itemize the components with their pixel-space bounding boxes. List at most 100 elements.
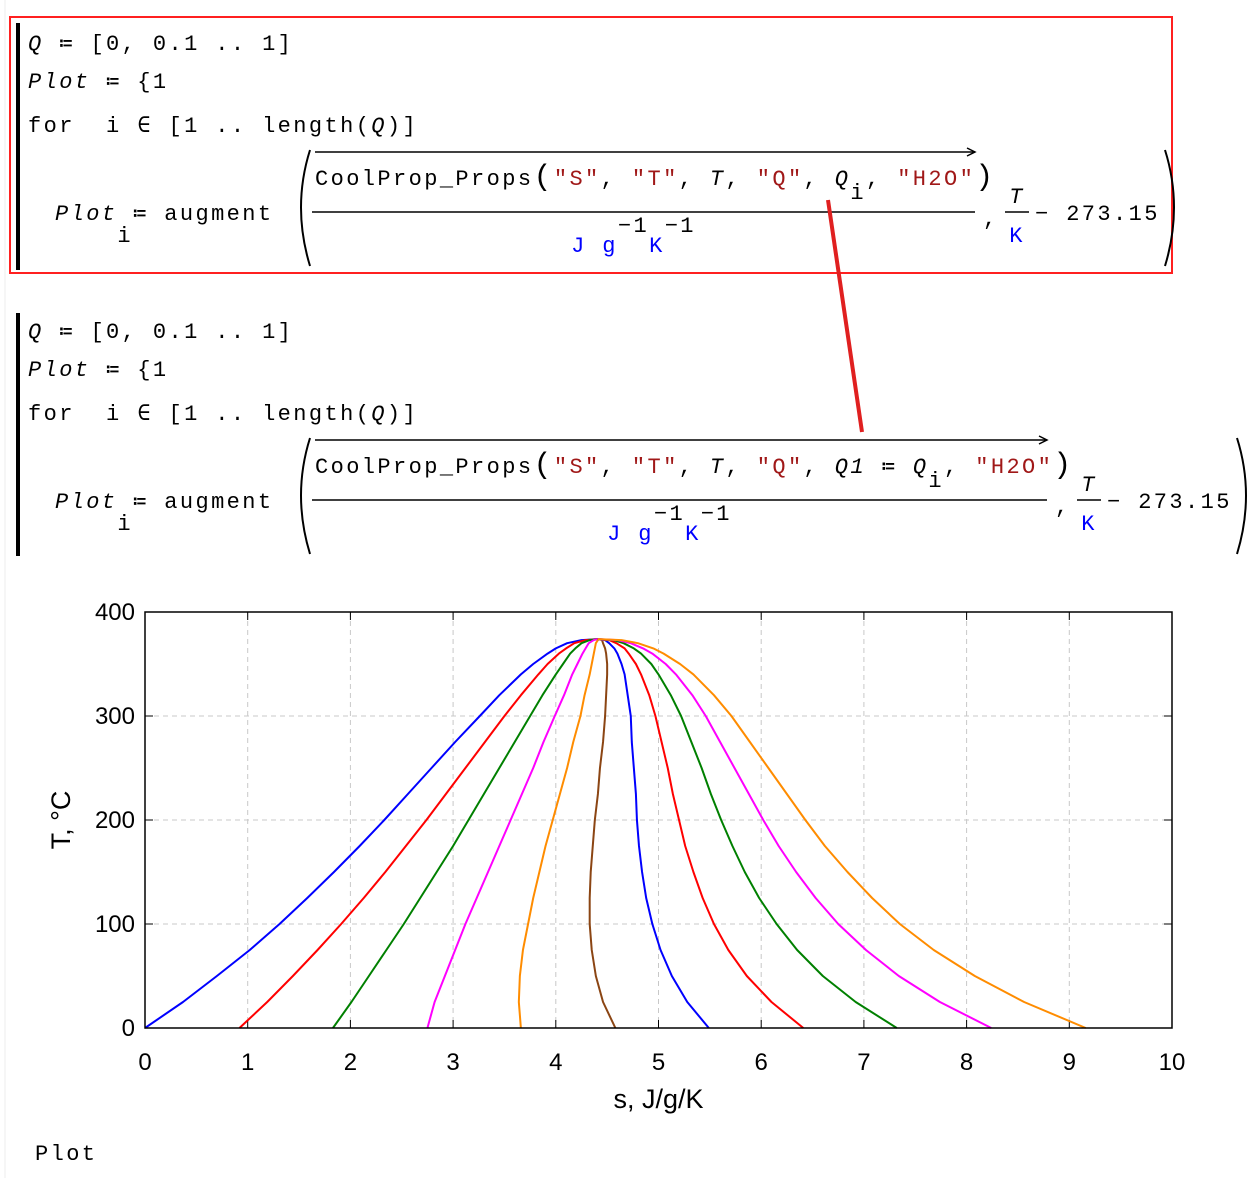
series-line <box>588 638 617 1029</box>
code-token: K <box>1009 224 1025 249</box>
code-token: − 273.15 <box>1035 202 1160 227</box>
code-token: − 273.15 <box>1107 490 1232 515</box>
code-token: i <box>117 224 133 249</box>
paren <box>1164 149 1175 267</box>
code-token: T <box>1081 473 1097 498</box>
code-token: Plot <box>55 490 117 515</box>
selection-box <box>9 16 1173 274</box>
paren <box>300 149 311 267</box>
code-token: −1 <box>654 502 685 527</box>
code-token: J g <box>607 522 654 547</box>
code-token: Plot <box>28 70 90 95</box>
code-token: T <box>710 167 726 192</box>
code-token: for i ∈ [1 .. length( <box>28 114 371 139</box>
code-token: "Q" <box>757 455 804 480</box>
code-token: , <box>726 455 757 480</box>
code-token: −1 <box>665 214 696 239</box>
paren <box>300 437 311 555</box>
series-line <box>332 638 599 1029</box>
code-token: ≔ augment <box>133 490 273 515</box>
code-token: K <box>685 522 701 547</box>
code-token: ≔ {1 <box>90 358 168 383</box>
series-line <box>144 638 598 1029</box>
x-tick-label: 2 <box>344 1049 357 1076</box>
code-token: ≔ [0, 0.1 .. 1] <box>44 32 294 57</box>
series-line <box>597 638 898 1029</box>
code-line: Plot ≔ {1 <box>28 358 168 383</box>
code-line: J g−1K−1 <box>571 214 696 259</box>
code-token: )] <box>387 114 418 139</box>
code-line: T <box>1081 473 1097 498</box>
code-token: ) <box>975 161 995 195</box>
code-line: CoolProp_Props("S", "T", T, "Q", Qi, "H2… <box>315 161 996 206</box>
code-token: , <box>679 167 710 192</box>
code-token: Q1 ≔ Q <box>835 455 929 480</box>
series-line <box>597 638 710 1029</box>
annotation-arrow <box>826 199 864 433</box>
code-line: Ploti≔ augment <box>55 490 274 537</box>
code-token: , <box>601 455 632 480</box>
x-tick-label: 6 <box>755 1049 768 1076</box>
code-token: , <box>726 167 757 192</box>
code-token: , <box>679 455 710 480</box>
x-tick-label: 4 <box>549 1049 562 1076</box>
y-tick-label: 0 <box>122 1015 135 1042</box>
code-token: J g <box>571 234 618 259</box>
y-tick-label: 400 <box>95 599 135 626</box>
x-tick-label: 5 <box>652 1049 665 1076</box>
plot-caption: Plot <box>35 1142 97 1167</box>
code-line: , <box>1055 495 1086 520</box>
code-token: Q <box>371 402 387 427</box>
x-tick-label: 9 <box>1063 1049 1076 1076</box>
x-tick-label: 3 <box>446 1049 459 1076</box>
series-line <box>597 638 804 1029</box>
code-token: Q <box>28 320 44 345</box>
code-line: for i ∈ [1 .. length(Q)] <box>28 402 418 427</box>
y-tick-label: 200 <box>95 807 135 834</box>
code-token: "H2O" <box>975 455 1053 480</box>
arrow-head <box>966 147 977 157</box>
code-token: ≔ [0, 0.1 .. 1] <box>44 320 294 345</box>
code-token: Q <box>835 167 851 192</box>
code-token: ) <box>1053 449 1073 483</box>
code-token: ≔ {1 <box>90 70 168 95</box>
arrow-head <box>1038 435 1049 445</box>
code-token: , <box>983 207 1014 232</box>
series-line <box>426 638 599 1029</box>
series-line <box>597 638 992 1029</box>
code-token: T <box>710 455 726 480</box>
plot-frame <box>144 611 1173 1029</box>
code-line: − 273.15 <box>1035 202 1160 227</box>
code-token: "S" <box>554 167 601 192</box>
series-line <box>238 638 598 1029</box>
code-token: ≔ augment <box>133 202 273 227</box>
y-tick-label: 100 <box>95 911 135 938</box>
code-line: Q ≔ [0, 0.1 .. 1] <box>28 32 293 57</box>
code-token: Q <box>28 32 44 57</box>
paren <box>1236 437 1247 555</box>
code-token: )] <box>387 402 418 427</box>
code-token: T <box>1009 185 1025 210</box>
code-line: K <box>1009 224 1025 249</box>
code-token: "H2O" <box>897 167 975 192</box>
code-token: Plot <box>55 202 117 227</box>
code-token: i <box>117 512 133 537</box>
code-line: − 273.15 <box>1107 490 1232 515</box>
y-tick-label: 300 <box>95 703 135 730</box>
code-line: T <box>1009 185 1025 210</box>
code-token: for i ∈ [1 .. length( <box>28 402 371 427</box>
code-token: "T" <box>632 167 679 192</box>
code-token: i <box>850 181 866 206</box>
series-line <box>597 638 1087 1029</box>
x-tick-label: 8 <box>960 1049 973 1076</box>
x-tick-label: 0 <box>138 1049 151 1076</box>
code-token: Plot <box>28 358 90 383</box>
code-line: Ploti≔ augment <box>55 202 274 249</box>
code-line: for i ∈ [1 .. length(Q)] <box>28 114 418 139</box>
code-line: CoolProp_Props("S", "T", T, "Q", Q1 ≔ Qi… <box>315 449 1074 494</box>
code-token: −1 <box>701 502 732 527</box>
code-line: Q ≔ [0, 0.1 .. 1] <box>28 320 293 345</box>
code-token: −1 <box>618 214 649 239</box>
code-token: "S" <box>554 455 601 480</box>
